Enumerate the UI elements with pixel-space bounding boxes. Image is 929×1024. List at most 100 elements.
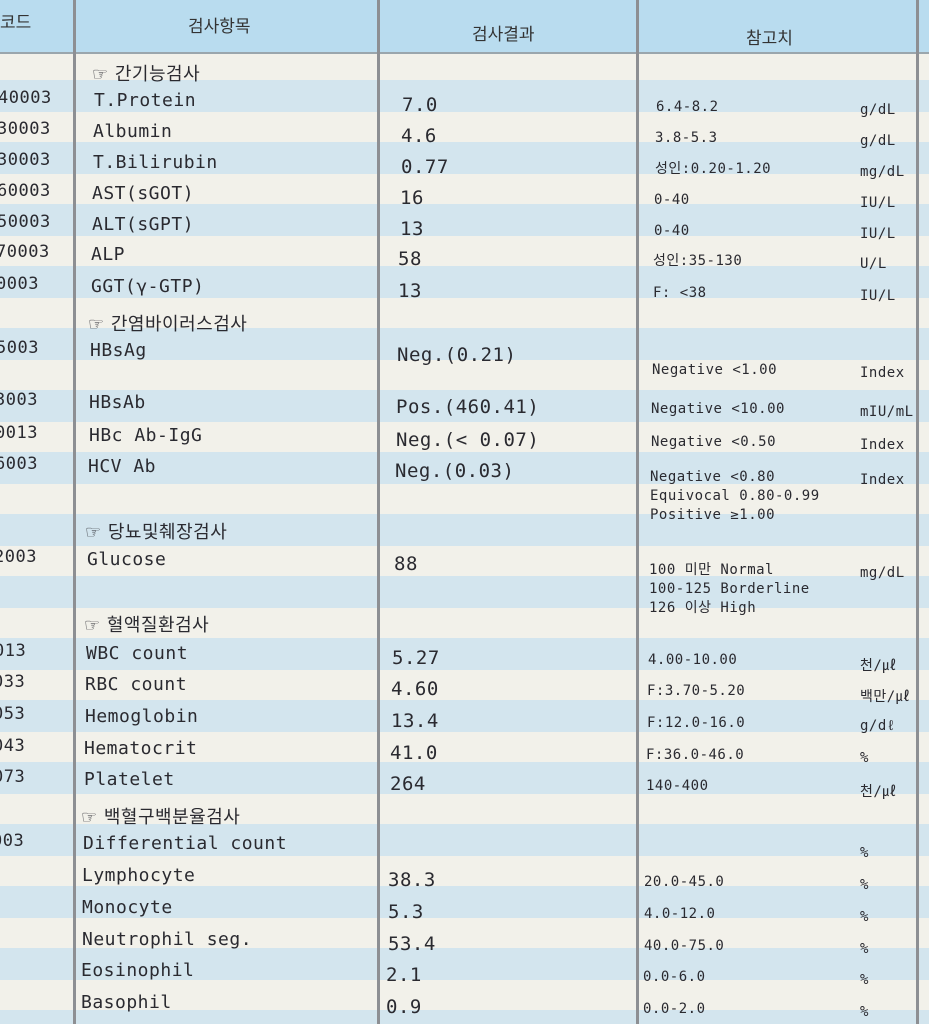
test-code: 3003 [0,390,38,410]
unit: % [860,972,869,988]
test-name: Neutrophil seg. [82,929,253,950]
test-name: WBC count [86,643,189,664]
unit: Index [860,437,905,453]
header-result: 검사결과 [472,25,535,45]
test-name: ALP [91,244,126,265]
test-name: Differential count [83,833,288,854]
reference-range: 140-400 [646,778,709,794]
test-code: 013 [0,641,27,661]
unit: U/L [860,256,887,272]
column-divider [377,0,380,1024]
test-result: 41.0 [390,742,438,764]
test-code: 2003 [0,547,37,567]
test-code: 30003 [0,150,51,170]
unit: 천/㎕ [860,658,897,674]
test-name: AST(sGOT) [92,183,195,204]
test-result: 4.60 [391,678,439,700]
test-result: 88 [394,553,418,575]
reference-range: 100 미만 Normal 100-125 Borderline 126 이상 … [649,562,810,616]
reference-range: 0-40 [654,192,690,208]
test-code: 40003 [0,88,52,108]
test-code: 073 [0,767,26,787]
test-code: 6003 [0,454,38,474]
test-name: T.Bilirubin [93,152,218,173]
test-code: 043 [0,736,26,756]
test-result: 4.6 [401,125,437,147]
test-name: HCV Ab [88,456,157,477]
reference-range: Negative <1.00 [652,362,778,378]
test-name: Lymphocyte [82,865,196,886]
test-result: Pos.(460.41) [396,396,540,418]
unit: % [860,909,869,925]
test-result: 13.4 [391,710,439,732]
unit: mg/dL [860,164,905,180]
test-code: 053 [0,704,26,724]
test-code: 0013 [0,423,38,443]
section-heading: ☞ 백혈구백분율검사 [81,807,241,828]
test-result: Neg.(< 0.07) [396,429,540,451]
test-name: ALT(sGPT) [92,214,195,235]
test-name: Glucose [87,549,167,570]
reference-range: 6.4-8.2 [656,99,719,115]
header-reference: 참고치 [746,29,793,49]
test-result: 0.77 [401,156,449,178]
test-code: 50003 [0,212,51,232]
reference-range: 40.0-75.0 [644,938,725,954]
reference-range: 4.00-10.00 [648,652,738,668]
test-name: HBsAg [90,340,147,361]
column-divider [916,0,919,1024]
test-name: Hematocrit [84,738,198,759]
unit: g/dL [860,102,896,118]
unit: 백만/㎕ [860,689,911,705]
reference-range: Negative <0.80 Equivocal 0.80-0.99 Posit… [650,469,820,523]
unit: g/dℓ [860,718,896,734]
unit: mg/dL [860,565,905,581]
reference-range: Negative <0.50 [651,434,777,450]
test-code: 60003 [0,181,51,201]
test-code: 30003 [0,119,51,139]
test-result: 264 [390,773,426,795]
unit: IU/L [860,226,896,242]
test-result: 5.3 [388,901,424,923]
unit: % [860,877,869,893]
reference-range: Negative <10.00 [651,401,785,417]
section-heading: ☞ 간염바이러스검사 [88,314,248,335]
test-result: Neg.(0.03) [395,460,515,482]
reference-range: 성인:35-130 [653,253,743,269]
test-result: 5.27 [392,647,440,669]
unit: g/dL [860,133,896,149]
test-result: 13 [398,280,422,302]
test-name: RBC count [85,674,188,695]
reference-range: F: <38 [653,285,707,301]
test-result: Neg.(0.21) [397,344,517,366]
test-code: 5003 [0,338,39,358]
unit: % [860,750,869,766]
test-name: HBc Ab-IgG [89,425,203,446]
reference-range: 20.0-45.0 [644,874,725,890]
unit: % [860,941,869,957]
unit: % [860,845,869,861]
test-name: Hemoglobin [85,706,199,727]
test-code: 033 [0,672,26,692]
test-result: 38.3 [388,869,436,891]
reference-range: F:3.70-5.20 [647,683,746,699]
reference-range: 0-40 [654,223,690,239]
test-name: Basophil [81,992,172,1013]
section-heading: ☞ 혈액질환검사 [84,615,210,636]
column-divider [73,0,76,1024]
unit: mIU/mL [860,404,914,420]
unit: % [860,1004,869,1020]
test-name: Albumin [93,121,173,142]
test-name: Monocyte [82,897,173,918]
test-result: 7.0 [402,94,438,116]
header-code: 코드 [0,13,32,33]
test-result: 2.1 [386,964,422,986]
test-name: T.Protein [94,90,197,111]
test-result: 16 [400,187,424,209]
unit: 천/㎕ [860,784,897,800]
test-result: 58 [398,248,422,270]
test-result: 0.9 [386,996,422,1018]
unit: IU/L [860,195,896,211]
test-result: 53.4 [388,933,436,955]
section-heading: ☞ 간기능검사 [92,64,201,85]
